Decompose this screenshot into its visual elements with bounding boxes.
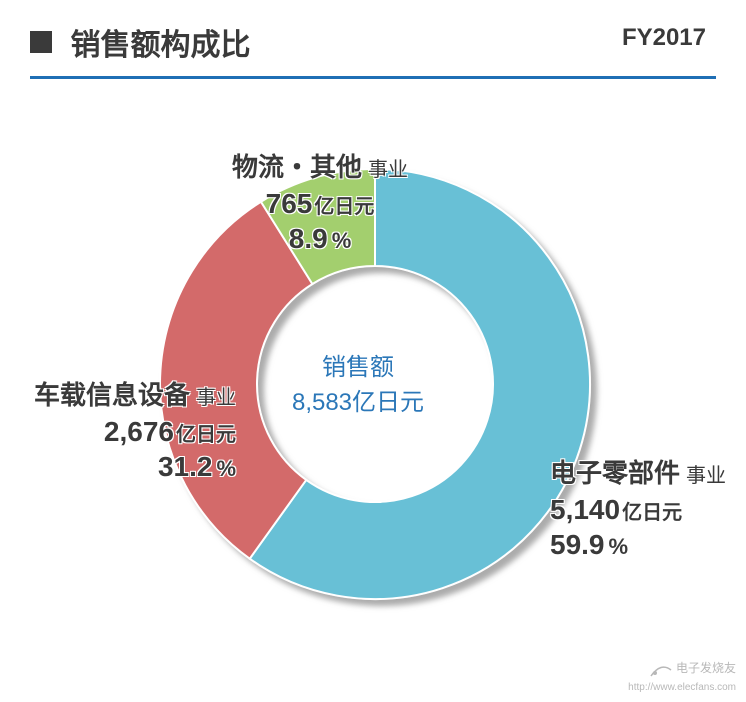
segment-unit: 亿日元	[176, 424, 236, 446]
segment-unit: 亿日元	[622, 502, 682, 524]
center-line2: 8,583亿日元	[278, 382, 438, 417]
page-title: 销售额构成比	[70, 20, 250, 64]
segment-unit: 亿日元	[314, 196, 374, 218]
segment-value: 765	[266, 188, 313, 219]
watermark: 电子发烧友 http://www.elecfans.com	[628, 658, 736, 693]
watermark-icon	[647, 658, 673, 680]
segment-label-logistics: 物流・其他事业 765亿日元 8.9%	[190, 151, 450, 256]
percent-symbol: %	[332, 228, 352, 253]
segment-category: 物流・其他	[232, 152, 362, 182]
watermark-url: http://www.elecfans.com	[628, 682, 736, 693]
header: 销售额构成比 FY2017	[0, 0, 746, 72]
segment-category-suffix: 事业	[686, 465, 726, 487]
segment-value: 5,140	[550, 494, 620, 525]
segment-category-suffix: 事业	[196, 387, 236, 409]
watermark-text: 电子发烧友	[676, 661, 736, 675]
segment-category: 车载信息设备	[34, 380, 190, 410]
segment-label-electronic: 电子零部件事业 5,140亿日元 59.9%	[550, 457, 726, 562]
segment-category-suffix: 事业	[368, 159, 408, 181]
segment-percent: 8.9	[289, 223, 328, 254]
center-line1: 销售额	[278, 347, 438, 382]
percent-symbol: %	[609, 534, 629, 559]
percent-symbol: %	[216, 456, 236, 481]
center-label: 销售额 8,583亿日元	[278, 347, 438, 417]
donut-chart: 销售额 8,583亿日元 电子零部件事业 5,140亿日元 59.9% 车载信息…	[0, 79, 746, 699]
header-bullet	[30, 31, 52, 53]
segment-percent: 31.2	[158, 451, 213, 482]
segment-value: 2,676	[104, 416, 174, 447]
segment-category: 电子零部件	[550, 458, 680, 488]
fiscal-year: FY2017	[622, 24, 706, 52]
segment-label-vehicle: 车载信息设备事业 2,676亿日元 31.2%	[6, 379, 236, 484]
segment-percent: 59.9	[550, 529, 605, 560]
